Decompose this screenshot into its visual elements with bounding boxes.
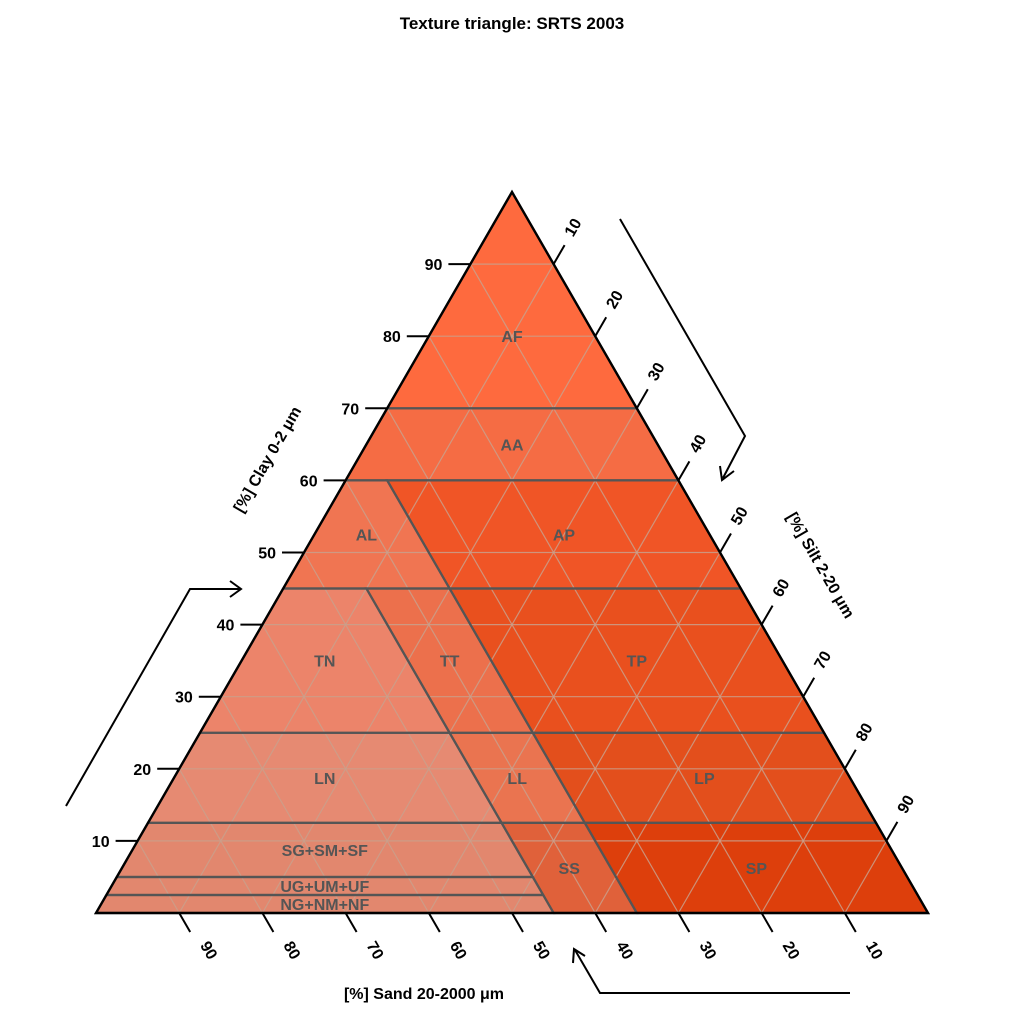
grid-silt-80 [761, 768, 846, 914]
silt-tick-label-40: 40 [687, 432, 711, 456]
sand-tick-60 [427, 912, 441, 933]
sand-tick-label-20: 20 [779, 939, 803, 963]
clay-tick-label-10: 10 [92, 834, 110, 851]
sand-tick-70 [344, 912, 358, 933]
silt-tick-label-80: 80 [853, 721, 877, 745]
clay-tick-label-70: 70 [341, 401, 359, 418]
sand-tick-label-50: 50 [529, 939, 553, 963]
clay-tick-label-20: 20 [133, 762, 151, 779]
class-label-ugumuf: UG+UM+UF [280, 879, 369, 896]
silt-tick-label-60: 60 [770, 576, 794, 600]
class-label-lp: LP [694, 771, 715, 788]
class-label-ss: SS [559, 861, 581, 878]
sand-axis-arrow [572, 947, 850, 994]
sand-tick-40 [594, 912, 608, 933]
class-labels: AF AA AL AP TN TT TP LN LL LP SG+SM+SF UG+UM+UFNG+N… [280, 329, 767, 914]
silt-tick-label-20: 20 [603, 288, 627, 312]
silt-tick-20 [594, 316, 608, 337]
grid-sand-80 [178, 768, 263, 914]
sand-tick-label-80: 80 [279, 939, 303, 963]
class-label-sp: SP [746, 861, 768, 878]
sand-tick-label-10: 10 [862, 939, 886, 963]
region-sgsmsf [116, 822, 533, 877]
clay-tick-label-60: 60 [300, 473, 318, 490]
clay-tick-label-30: 30 [175, 690, 193, 707]
grid-silt-90 [844, 840, 887, 914]
silt-tick-label-70: 70 [811, 648, 835, 672]
silt-tick-50 [719, 532, 732, 554]
axis-ticks: 10 20 30 40 50 60 70 80 90 10 20 30 40 50 60 70 80 90 90 80… [92, 216, 919, 963]
class-label-tn: TN [314, 654, 335, 671]
sand-tick-label-70: 70 [363, 939, 387, 963]
region-ln [148, 732, 502, 823]
region-aa [345, 408, 679, 481]
clay-tick-label-40: 40 [217, 618, 235, 635]
sand-tick-80 [261, 912, 275, 933]
sand-tick-10 [843, 912, 857, 933]
region-af [387, 192, 637, 409]
class-label-ngnmnf: NG+NM+NF [280, 897, 369, 914]
silt-tick-label-10: 10 [562, 216, 586, 240]
chart-title: Texture triangle: SRTS 2003 [400, 14, 625, 33]
region-lp [532, 732, 876, 823]
region-sp [584, 822, 928, 913]
silt-tick-label-90: 90 [895, 793, 919, 817]
silt-tick-60 [760, 605, 774, 626]
sand-tick-label-30: 30 [695, 939, 719, 963]
class-label-sgsmsf: SG+SM+SF [282, 843, 368, 860]
class-label-tp: TP [627, 654, 648, 671]
sand-tick-20 [760, 912, 774, 933]
class-label-ln: LN [314, 771, 335, 788]
clay-tick-label-80: 80 [383, 329, 401, 346]
silt-tick-10 [552, 244, 566, 265]
clay-axis-label: [%] Clay 0-2 μm [231, 404, 305, 516]
sand-axis-label: [%] Sand 20-2000 μm [344, 986, 504, 1003]
silt-tick-40 [677, 460, 691, 481]
silt-tick-label-50: 50 [728, 504, 752, 528]
class-label-af: AF [501, 329, 523, 346]
silt-axis-arrow [619, 218, 747, 482]
silt-tick-label-30: 30 [645, 360, 669, 384]
grid-sand-60 [261, 624, 430, 914]
class-label-al: AL [356, 528, 378, 545]
region-ugumuf [106, 877, 544, 895]
silt-tick-70 [802, 677, 816, 698]
sand-tick-label-90: 90 [196, 939, 220, 963]
silt-tick-90 [885, 821, 899, 842]
clay-tick-label-90: 90 [425, 257, 443, 274]
sand-tick-label-40: 40 [612, 939, 636, 963]
sand-tick-90 [178, 912, 192, 933]
silt-axis-label: [%] Silt 2-20 μm [783, 510, 857, 622]
sand-tick-50 [511, 912, 524, 933]
grid-silt-60 [594, 624, 763, 914]
class-label-aa: AA [500, 437, 524, 454]
region-ngnmnf [96, 895, 554, 913]
clay-tick-label-50: 50 [258, 546, 276, 563]
sand-tick-label-60: 60 [446, 939, 470, 963]
class-label-tt: TT [440, 654, 460, 671]
silt-tick-30 [635, 388, 649, 409]
sand-tick-30 [677, 912, 691, 933]
clay-axis-arrow [65, 580, 243, 807]
class-label-ap: AP [553, 528, 576, 545]
grid-sand-30 [386, 408, 679, 914]
silt-tick-80 [843, 749, 857, 770]
class-label-ll: LL [507, 771, 527, 788]
region-al [283, 480, 450, 589]
